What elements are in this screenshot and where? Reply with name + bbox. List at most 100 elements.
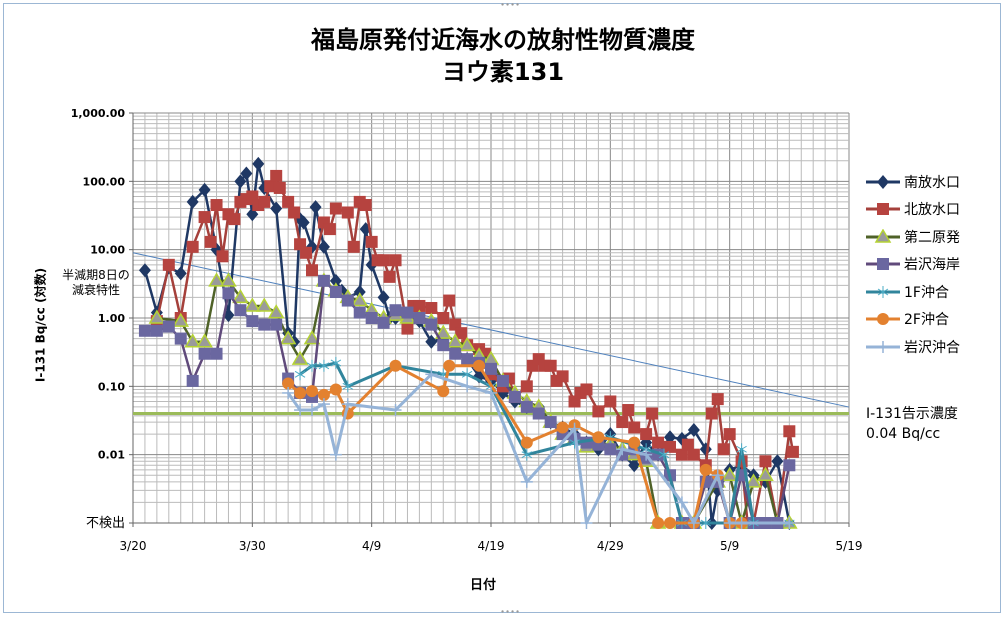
data-point — [508, 390, 521, 403]
asterisk-stroke — [700, 519, 712, 527]
data-point — [252, 156, 265, 171]
x-tick-label: 5/9 — [720, 539, 739, 553]
data-point — [687, 448, 700, 461]
data-point — [437, 312, 450, 324]
data-point — [721, 466, 738, 481]
data-point — [216, 250, 229, 263]
half-life-line — [132, 252, 850, 408]
data-point — [425, 318, 438, 331]
legend-marker — [877, 174, 889, 189]
data-point — [389, 359, 402, 372]
data-point — [446, 333, 464, 348]
series-line — [143, 162, 791, 525]
legend-item: 第二原発 — [866, 223, 996, 251]
data-point — [306, 359, 318, 372]
data-point — [303, 330, 321, 345]
resize-handle-top[interactable]: ∙∙∙∙ — [500, 0, 521, 9]
x-tick-label: 4/9 — [362, 539, 381, 553]
data-point — [282, 386, 295, 399]
series-6 — [282, 368, 796, 529]
x-tick-label: 4/19 — [478, 539, 505, 553]
data-point — [351, 292, 369, 307]
data-point — [222, 287, 235, 300]
data-point — [244, 297, 261, 312]
data-point — [341, 206, 354, 219]
asterisk-stroke — [736, 445, 747, 453]
data-point — [658, 448, 670, 461]
data-point — [317, 239, 330, 254]
data-point — [556, 421, 569, 434]
data-point — [711, 393, 724, 406]
x-tick-label: 3/30 — [239, 539, 266, 553]
data-point — [317, 398, 330, 411]
data-point — [198, 211, 211, 224]
data-point — [544, 359, 557, 372]
data-point — [174, 266, 187, 281]
data-point — [329, 273, 342, 288]
data-point — [592, 431, 605, 444]
data-point — [745, 473, 762, 488]
y-tick-label: 100.00 — [83, 175, 126, 188]
data-point — [270, 318, 283, 331]
data-point — [353, 285, 366, 300]
data-point — [323, 223, 336, 236]
resize-handle-bottom[interactable]: ∙∙∙∙ — [500, 607, 521, 616]
y-tick-label: 1,000.00 — [71, 107, 126, 120]
asterisk-stroke — [342, 382, 354, 390]
legend-swatch — [866, 285, 900, 298]
data-point — [652, 436, 665, 449]
x-tick-label: 3/20 — [120, 539, 147, 553]
data-point — [640, 428, 653, 441]
data-point — [329, 202, 342, 215]
data-point — [204, 235, 217, 248]
legend: 南放水口 北放水口 第二原発 岩沢海岸 1F沖合 2F沖合 岩沢沖合 — [866, 168, 996, 361]
legend-marker — [877, 340, 889, 353]
data-point — [297, 215, 310, 230]
legend-marker — [874, 228, 892, 243]
legend-label: 岩沢沖合 — [904, 339, 960, 356]
y-axis-label: I-131 Bq/cc (対数) — [33, 267, 48, 383]
chart-frame[interactable] — [3, 3, 1001, 613]
data-point — [150, 324, 163, 337]
legend-swatch — [866, 203, 900, 216]
data-point — [681, 438, 694, 451]
data-point — [184, 333, 201, 348]
data-point — [604, 395, 617, 408]
asterisk-stroke — [521, 451, 533, 459]
data-point — [288, 206, 301, 219]
data-point — [353, 306, 366, 319]
data-point — [449, 347, 462, 360]
data-point — [341, 294, 354, 307]
data-point — [282, 195, 295, 208]
data-point — [186, 374, 199, 387]
data-point — [294, 368, 306, 381]
asterisk-stroke — [877, 288, 889, 296]
legend-label: 第二原発 — [904, 229, 960, 246]
legend-marker — [877, 285, 889, 298]
data-point — [622, 404, 635, 417]
data-point — [604, 443, 617, 456]
legend-swatch — [866, 340, 900, 353]
data-point — [234, 174, 247, 189]
legend-item: 北放水口 — [866, 196, 996, 224]
data-point — [485, 386, 497, 399]
legend-label: 北放水口 — [904, 202, 960, 219]
data-point — [234, 304, 247, 317]
y-tick-label: 10.00 — [90, 244, 125, 257]
data-point — [705, 407, 718, 420]
asterisk-stroke — [330, 359, 342, 367]
data-point — [300, 246, 313, 259]
data-point — [342, 380, 354, 393]
asterisk-stroke — [658, 451, 670, 459]
legend-item: 南放水口 — [866, 168, 996, 196]
data-point — [443, 359, 456, 372]
data-point — [496, 374, 509, 387]
data-point — [138, 324, 151, 337]
data-point — [317, 274, 330, 287]
data-point — [282, 377, 295, 390]
legend-label: 岩沢海岸 — [904, 257, 960, 274]
asterisk-stroke — [318, 362, 330, 370]
data-point — [675, 496, 688, 509]
data-point — [786, 445, 799, 458]
